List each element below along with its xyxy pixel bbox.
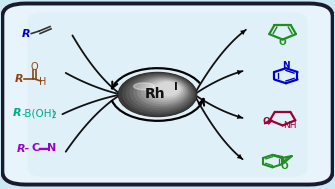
Text: H: H xyxy=(40,77,47,87)
Text: Rh: Rh xyxy=(144,87,165,101)
Text: -B(OH): -B(OH) xyxy=(21,108,56,118)
Circle shape xyxy=(149,81,182,99)
Text: NH: NH xyxy=(283,121,297,130)
Circle shape xyxy=(127,75,193,112)
Circle shape xyxy=(138,78,188,106)
Circle shape xyxy=(134,77,189,108)
Text: O: O xyxy=(31,62,39,72)
Text: O: O xyxy=(280,162,288,171)
Text: N: N xyxy=(47,143,56,153)
Circle shape xyxy=(130,76,191,110)
Circle shape xyxy=(123,74,194,114)
Text: I: I xyxy=(174,82,178,92)
Text: R-: R- xyxy=(17,144,30,154)
FancyBboxPatch shape xyxy=(2,4,333,184)
Circle shape xyxy=(119,73,196,116)
Text: O: O xyxy=(279,38,286,47)
Text: R: R xyxy=(12,108,21,118)
Text: C: C xyxy=(32,143,40,153)
Circle shape xyxy=(156,82,179,95)
Text: R: R xyxy=(15,74,23,84)
Circle shape xyxy=(118,73,197,116)
Text: 2: 2 xyxy=(51,111,56,120)
FancyBboxPatch shape xyxy=(27,12,308,177)
Circle shape xyxy=(145,80,184,101)
Text: N: N xyxy=(282,61,290,70)
Text: O: O xyxy=(263,117,271,126)
Circle shape xyxy=(152,81,181,97)
Ellipse shape xyxy=(134,83,155,90)
Circle shape xyxy=(141,79,186,104)
Text: R: R xyxy=(21,29,30,39)
